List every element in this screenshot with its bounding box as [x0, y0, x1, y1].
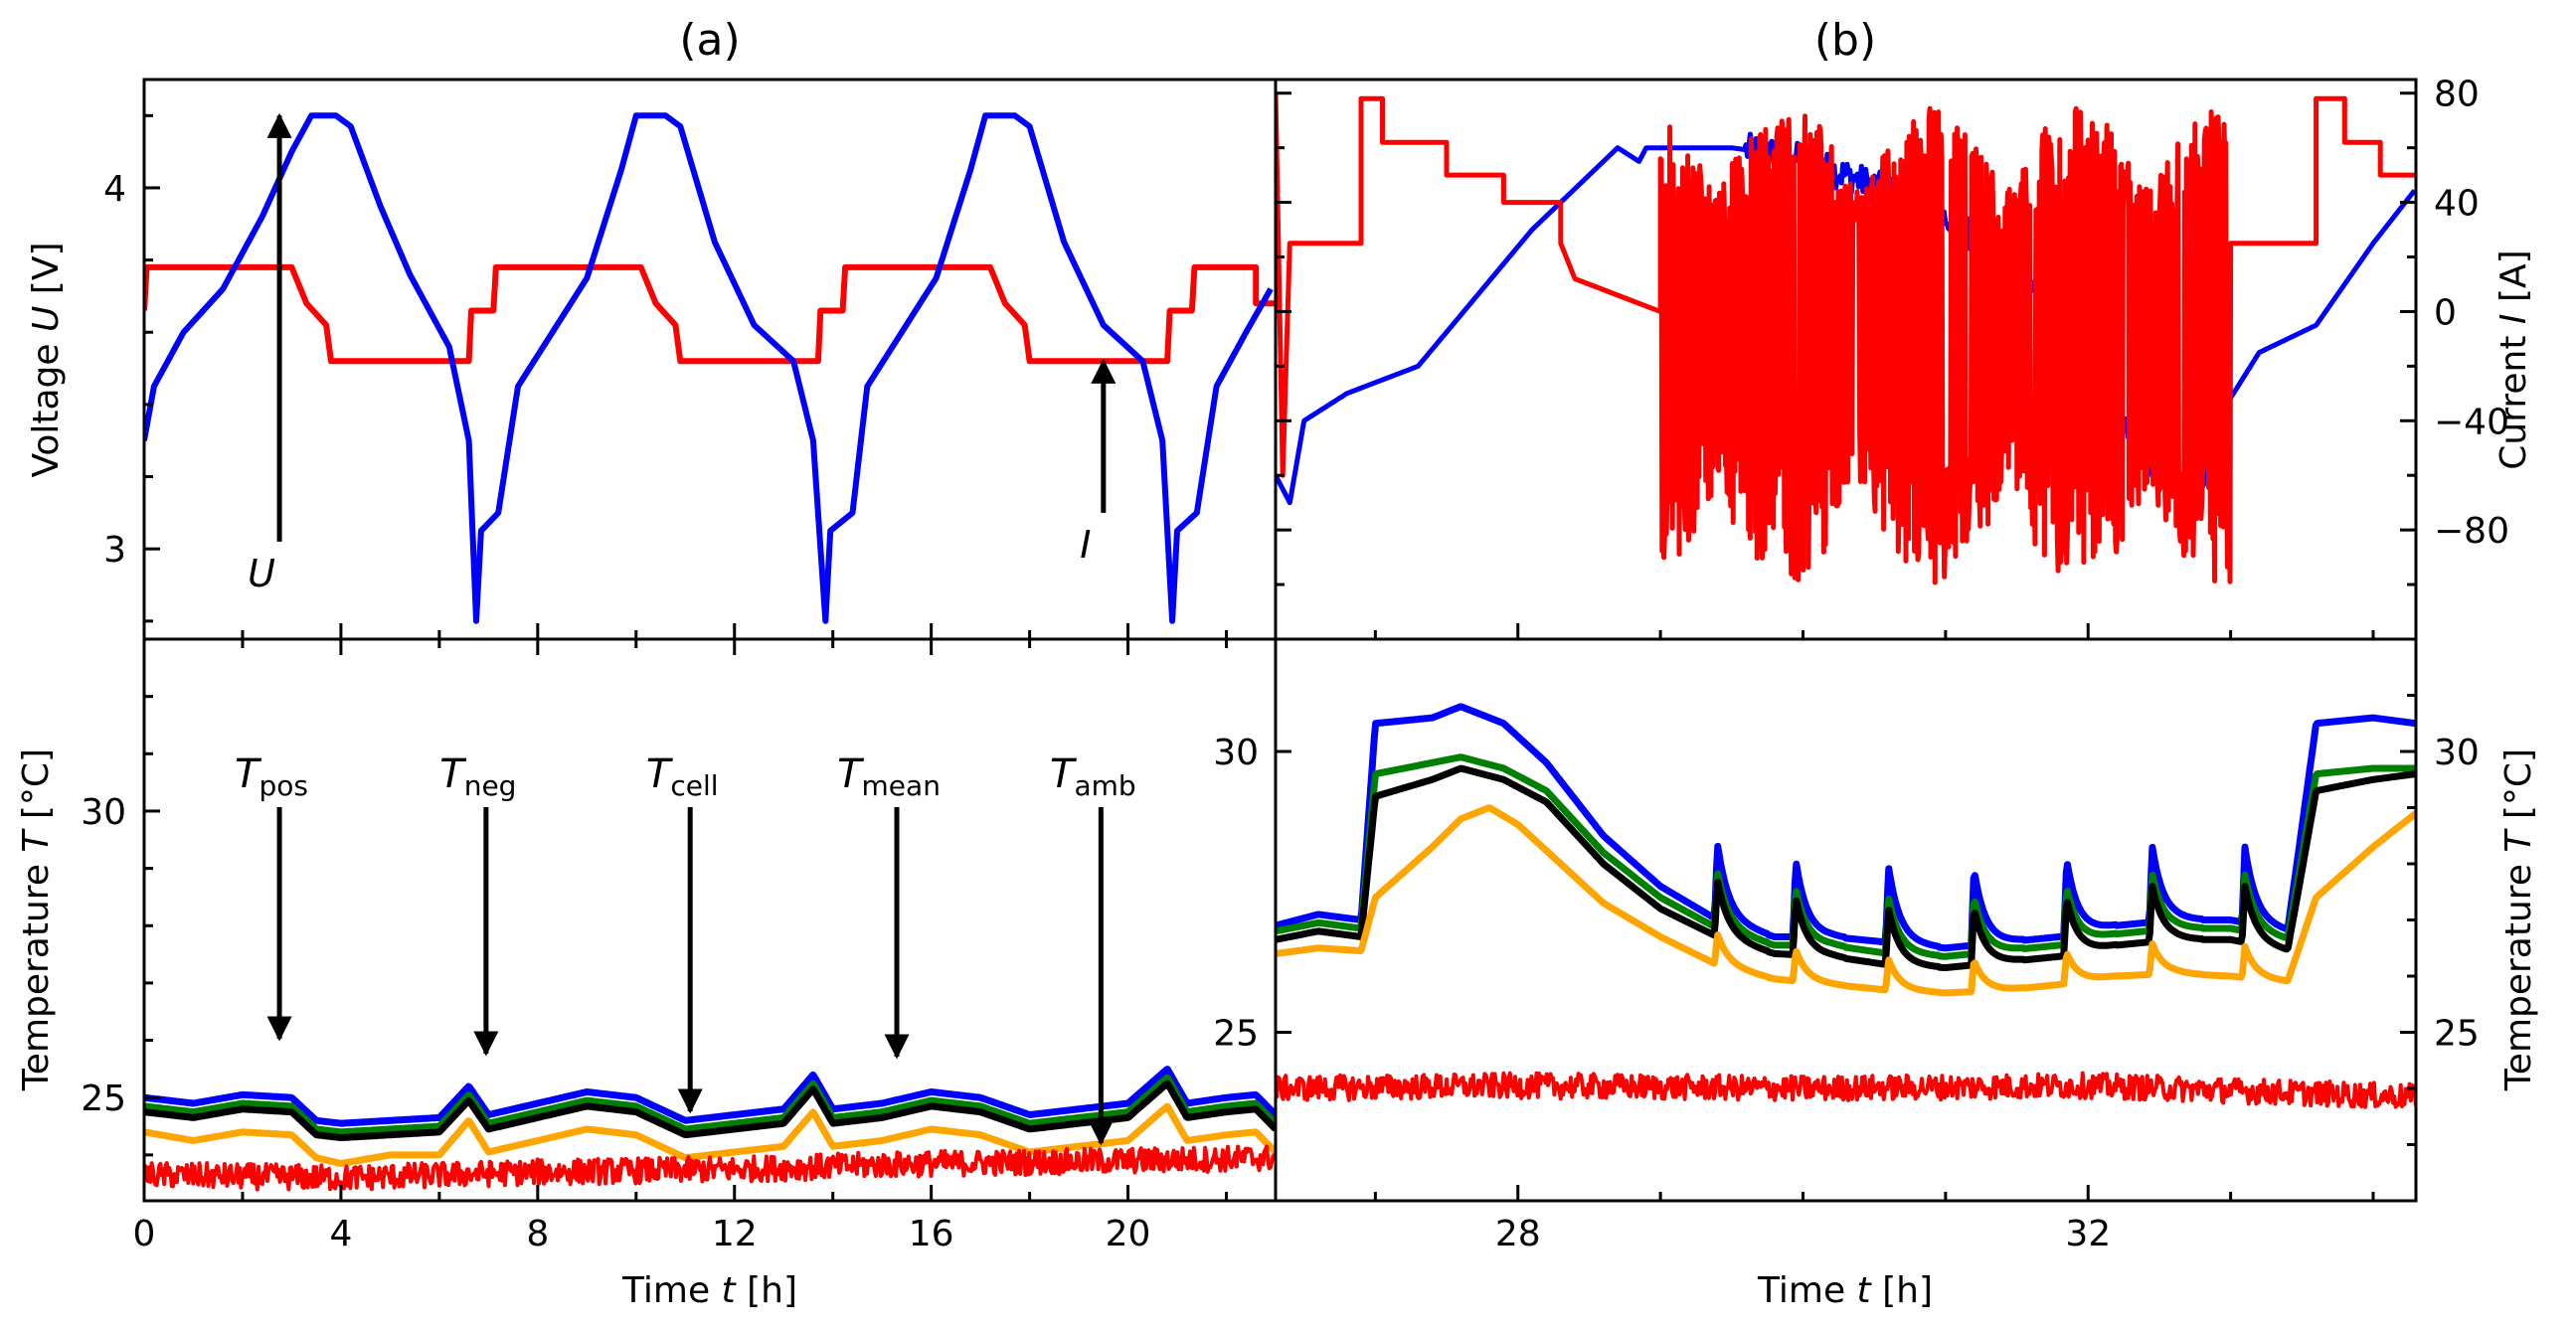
xtick-label-b-32: 32 — [2065, 1214, 2111, 1254]
annotation-label-t-neg: Tneg — [439, 751, 516, 802]
ylabel-a-bottom: Temperature T [°C] — [16, 748, 57, 1091]
xtick-label-b-28: 28 — [1495, 1214, 1541, 1254]
xlabel-b-var: t — [1857, 1270, 1873, 1311]
ytick-label-b-top-1: 40 — [2434, 184, 2480, 225]
series-line-t-amb — [1276, 1071, 2416, 1109]
ylabel-a-top: Voltage U [V] — [26, 242, 67, 477]
svg-text:Current I [A]: Current I [A] — [2493, 249, 2534, 469]
annotation-label-t-amb: Tamb — [1050, 751, 1136, 802]
svg-text:Temperature T [°C]: Temperature T [°C] — [2498, 748, 2539, 1091]
ytick-label-b-top-3: −40 — [2434, 402, 2509, 442]
xtick-label-a-12: 12 — [712, 1214, 758, 1254]
panel-title-a: (a) — [679, 15, 740, 66]
panel-a-top — [144, 112, 1276, 624]
ytick-label-a-bottom-30: 30 — [81, 792, 126, 833]
series-line-t-pos — [144, 1074, 1276, 1136]
series-line-t-mean — [144, 1080, 1276, 1141]
ytick-label-b-top-4: −80 — [2434, 511, 2509, 552]
xtick-label-a-4: 4 — [329, 1214, 352, 1254]
ylabel-b-bottom: Temperature T [°C] — [2498, 748, 2539, 1091]
annotation-label-t-cell: Tcell — [646, 751, 719, 802]
ylabel-b-top: Current I [A] — [2493, 249, 2534, 469]
ytick-label-b-top-0: 80 — [2434, 75, 2480, 115]
ytick-label-a-top-4: 4 — [103, 169, 126, 210]
ylabel-a-top-var: U — [26, 306, 67, 332]
series-line-t-cell — [1276, 804, 2416, 997]
series-line-current — [144, 263, 1276, 365]
annotation-layer: U I Tpos Tneg Tcell Tmean Tamb — [235, 112, 1136, 1146]
ylabel-b-top-var: I — [2493, 313, 2534, 324]
panel-b-bottom — [1276, 703, 2416, 1109]
annotation-label-t-pos: Tpos — [235, 751, 308, 802]
ytick-label-b-bottom-right-25: 25 — [2434, 1014, 2480, 1055]
svg-text:Temperature T [°C]: Temperature T [°C] — [16, 748, 57, 1091]
xtick-label-a-16: 16 — [909, 1214, 954, 1254]
series-line-t-cell — [144, 1102, 1276, 1167]
ytick-label-a-bottom-25: 25 — [81, 1079, 126, 1119]
series-line-t-pos — [1276, 753, 2416, 960]
ylabel-b-bottom-var: T — [2498, 828, 2539, 853]
panel-b-top — [1276, 92, 2416, 585]
ytick-label-b-bottom-left-25: 25 — [1213, 1014, 1259, 1055]
xlabel-a: Time t [h] — [621, 1270, 797, 1311]
series-line-current-b — [1276, 92, 2416, 585]
annotation-label-i: I — [1080, 523, 1091, 567]
ytick-label-a-top-3: 3 — [103, 530, 126, 571]
series-line-voltage — [144, 112, 1274, 624]
xlabel-a-var: t — [722, 1270, 738, 1311]
xtick-label-a-8: 8 — [526, 1214, 549, 1254]
panel-a-bottom — [144, 1066, 1276, 1192]
xtick-label-a-0: 0 — [133, 1214, 156, 1254]
series-line-t-mean — [1276, 764, 2416, 971]
ytick-label-b-bottom-right-30: 30 — [2434, 733, 2480, 773]
svg-text:Voltage U [V]: Voltage U [V] — [26, 242, 67, 477]
xtick-label-a-20: 20 — [1106, 1214, 1151, 1254]
annotation-label-u: U — [248, 552, 275, 595]
series-line-t-neg — [144, 1066, 1276, 1127]
annotation-label-t-mean: Tmean — [837, 751, 941, 802]
ytick-label-b-bottom-left-30: 30 — [1213, 733, 1259, 773]
series-line-t-amb — [144, 1144, 1276, 1192]
series-line-t-neg — [1276, 703, 2416, 952]
ytick-label-b-top-2: 0 — [2434, 292, 2457, 333]
panel-title-b: (b) — [1814, 15, 1876, 66]
xlabel-b: Time t [h] — [1757, 1270, 1933, 1311]
ylabel-a-bottom-var: T — [16, 828, 57, 853]
